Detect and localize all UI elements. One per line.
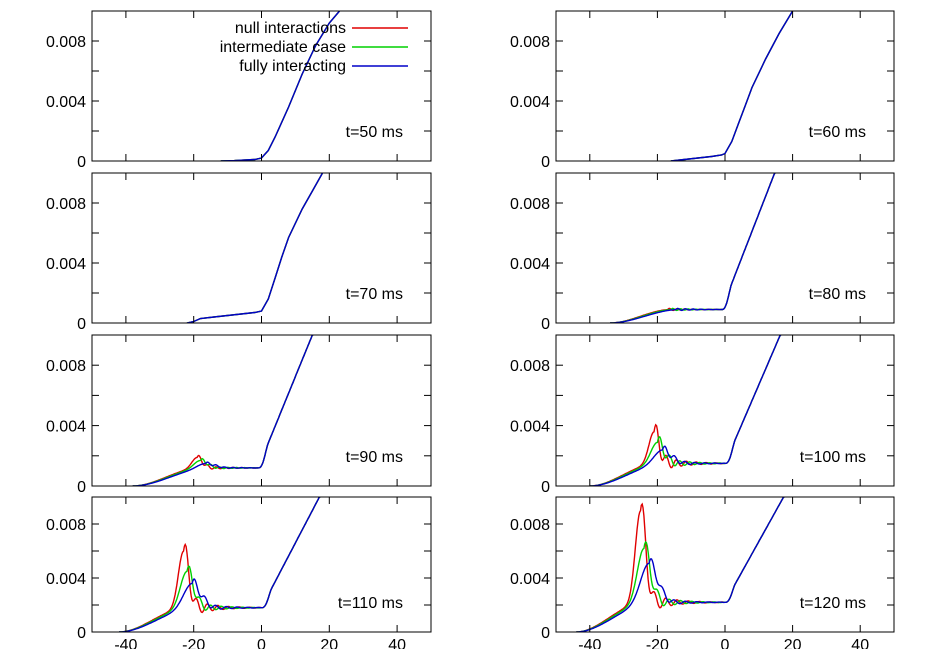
- series-line: [132, 335, 314, 486]
- series-line: [670, 11, 794, 161]
- panel: 0 0.004 0.008 t=100 ms: [510, 334, 895, 496]
- panel-curves: [186, 173, 324, 323]
- panels: 0 0.004 0.008 t=50 ms 0 0.004 0.008 t=60 ms 0 0.0…: [46, 10, 895, 649]
- panel-curves: [132, 335, 314, 486]
- y-tick-label: 0.004: [46, 419, 86, 436]
- panel-time-label: t=70 ms: [346, 286, 403, 303]
- y-tick-label: 0: [77, 479, 86, 496]
- panel: 0 0.004 0.008 t=80 ms: [510, 172, 895, 333]
- series-line: [576, 497, 785, 632]
- panel: 0 0.004 0.008 -40 -20 0 20 40 t=110 ms: [46, 496, 432, 649]
- series-line: [610, 173, 776, 323]
- y-tick-label: 0: [77, 625, 86, 642]
- y-tick-label: 0.008: [46, 196, 86, 213]
- panel-curves: [670, 11, 794, 161]
- panel-curves: [576, 497, 785, 632]
- series-line: [576, 497, 785, 632]
- x-tick-label: 0: [721, 637, 730, 649]
- series-line: [589, 335, 782, 486]
- y-tick-label: 0: [541, 154, 550, 171]
- series-line: [132, 335, 314, 486]
- y-tick-label: 0.004: [510, 256, 550, 273]
- x-tick-label: -40: [114, 637, 137, 649]
- y-tick-label: 0: [541, 625, 550, 642]
- x-tick-label: 40: [388, 637, 406, 649]
- panel: 0 0.004 0.008 -40 -20 0 20 40 t=120 ms: [510, 496, 895, 649]
- series-line: [119, 497, 321, 632]
- panel: 0 0.004 0.008 t=60 ms: [510, 10, 895, 171]
- x-tick-label: -40: [578, 637, 601, 649]
- y-tick-label: 0.004: [46, 256, 86, 273]
- x-tick-label: 0: [257, 637, 266, 649]
- x-tick-label: 20: [320, 637, 338, 649]
- panel-time-label: t=50 ms: [346, 124, 403, 141]
- panel: 0 0.004 0.008 t=50 ms: [46, 10, 432, 171]
- y-tick-label: 0.004: [46, 94, 86, 111]
- y-tick-label: 0.008: [510, 196, 550, 213]
- panel: 0 0.004 0.008 t=90 ms: [46, 334, 432, 496]
- series-line: [670, 11, 794, 161]
- series-line: [132, 335, 314, 486]
- series-line: [589, 335, 782, 486]
- y-tick-label: 0: [77, 154, 86, 171]
- series-line: [610, 173, 776, 323]
- x-tick-label: -20: [182, 637, 205, 649]
- panel-time-label: t=90 ms: [346, 449, 403, 466]
- panel-time-label: t=80 ms: [809, 286, 866, 303]
- legend: null interactions intermediate case fully …: [220, 20, 408, 75]
- y-tick-label: 0.008: [46, 358, 86, 375]
- panel-time-label: t=60 ms: [809, 124, 866, 141]
- series-line: [670, 11, 794, 161]
- panel-curves: [610, 173, 776, 323]
- series-line: [186, 173, 324, 323]
- panel-time-label: t=100 ms: [800, 449, 866, 466]
- series-line: [589, 335, 782, 486]
- panel-time-label: t=110 ms: [338, 595, 403, 612]
- series-line: [119, 497, 321, 632]
- series-line: [220, 11, 341, 161]
- series-line: [610, 173, 776, 323]
- y-tick-label: 0.008: [46, 34, 86, 51]
- y-tick-label: 0: [77, 316, 86, 333]
- series-line: [119, 497, 321, 632]
- y-tick-label: 0.008: [510, 358, 550, 375]
- panel: 0 0.004 0.008 t=70 ms: [46, 172, 432, 333]
- y-tick-label: 0.008: [510, 34, 550, 51]
- panel-curves: [119, 497, 321, 632]
- panel-curves: [220, 11, 341, 161]
- y-tick-label: 0.004: [510, 571, 550, 588]
- series-line: [186, 173, 324, 323]
- y-tick-label: 0.008: [46, 517, 86, 534]
- x-tick-label: 20: [784, 637, 802, 649]
- y-tick-label: 0.008: [510, 517, 550, 534]
- y-tick-label: 0.004: [510, 94, 550, 111]
- series-line: [576, 497, 785, 632]
- x-tick-label: 40: [851, 637, 869, 649]
- y-tick-label: 0: [541, 479, 550, 496]
- y-tick-label: 0.004: [510, 419, 550, 436]
- legend-label: fully interacting: [239, 58, 346, 75]
- legend-label: intermediate case: [220, 39, 346, 56]
- y-tick-label: 0.004: [46, 571, 86, 588]
- panel-curves: [589, 335, 782, 486]
- x-tick-label: -20: [646, 637, 669, 649]
- panel-time-label: t=120 ms: [800, 595, 866, 612]
- y-tick-label: 0: [541, 316, 550, 333]
- series-line: [186, 173, 324, 323]
- legend-label: null interactions: [235, 20, 346, 37]
